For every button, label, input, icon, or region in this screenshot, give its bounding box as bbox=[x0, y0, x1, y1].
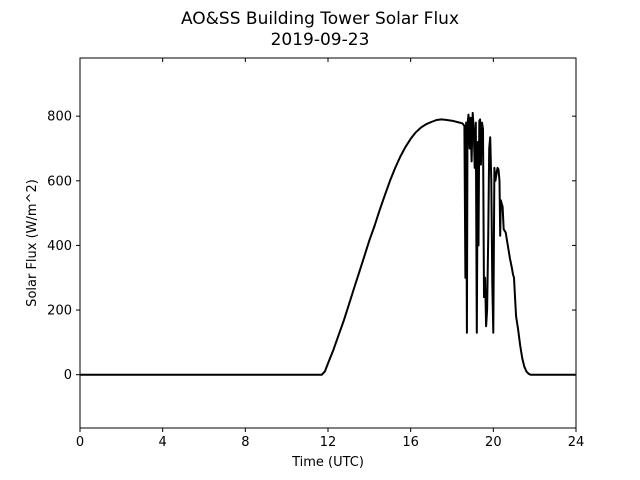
x-tick-label: 0 bbox=[76, 435, 84, 450]
x-axis-label: Time (UTC) bbox=[291, 455, 364, 470]
plot-frame bbox=[79, 57, 577, 429]
y-tick-label: 400 bbox=[47, 239, 72, 254]
x-tick-label: 4 bbox=[159, 435, 167, 450]
y-tick-label: 600 bbox=[47, 174, 72, 189]
x-tick-label: 20 bbox=[485, 435, 502, 450]
chart-title: AO&SS Building Tower Solar Flux bbox=[181, 9, 459, 29]
series-line bbox=[80, 111, 576, 376]
x-tick-label: 8 bbox=[241, 435, 249, 450]
x-tick-label: 24 bbox=[568, 435, 585, 450]
x-axis: 0 4 8 12 16 20 24 bbox=[76, 58, 584, 450]
y-axis: 0 200 400 600 800 bbox=[47, 110, 576, 383]
x-tick-label: 12 bbox=[320, 435, 337, 450]
y-axis-label: Solar Flux (W/m^2) bbox=[25, 179, 40, 307]
y-tick-label: 200 bbox=[47, 304, 72, 319]
x-tick-label: 16 bbox=[402, 435, 419, 450]
chart-subtitle: 2019-09-23 bbox=[271, 30, 370, 50]
y-tick-label: 800 bbox=[47, 110, 72, 125]
plot-area bbox=[79, 57, 577, 429]
y-tick-label: 0 bbox=[64, 368, 72, 383]
